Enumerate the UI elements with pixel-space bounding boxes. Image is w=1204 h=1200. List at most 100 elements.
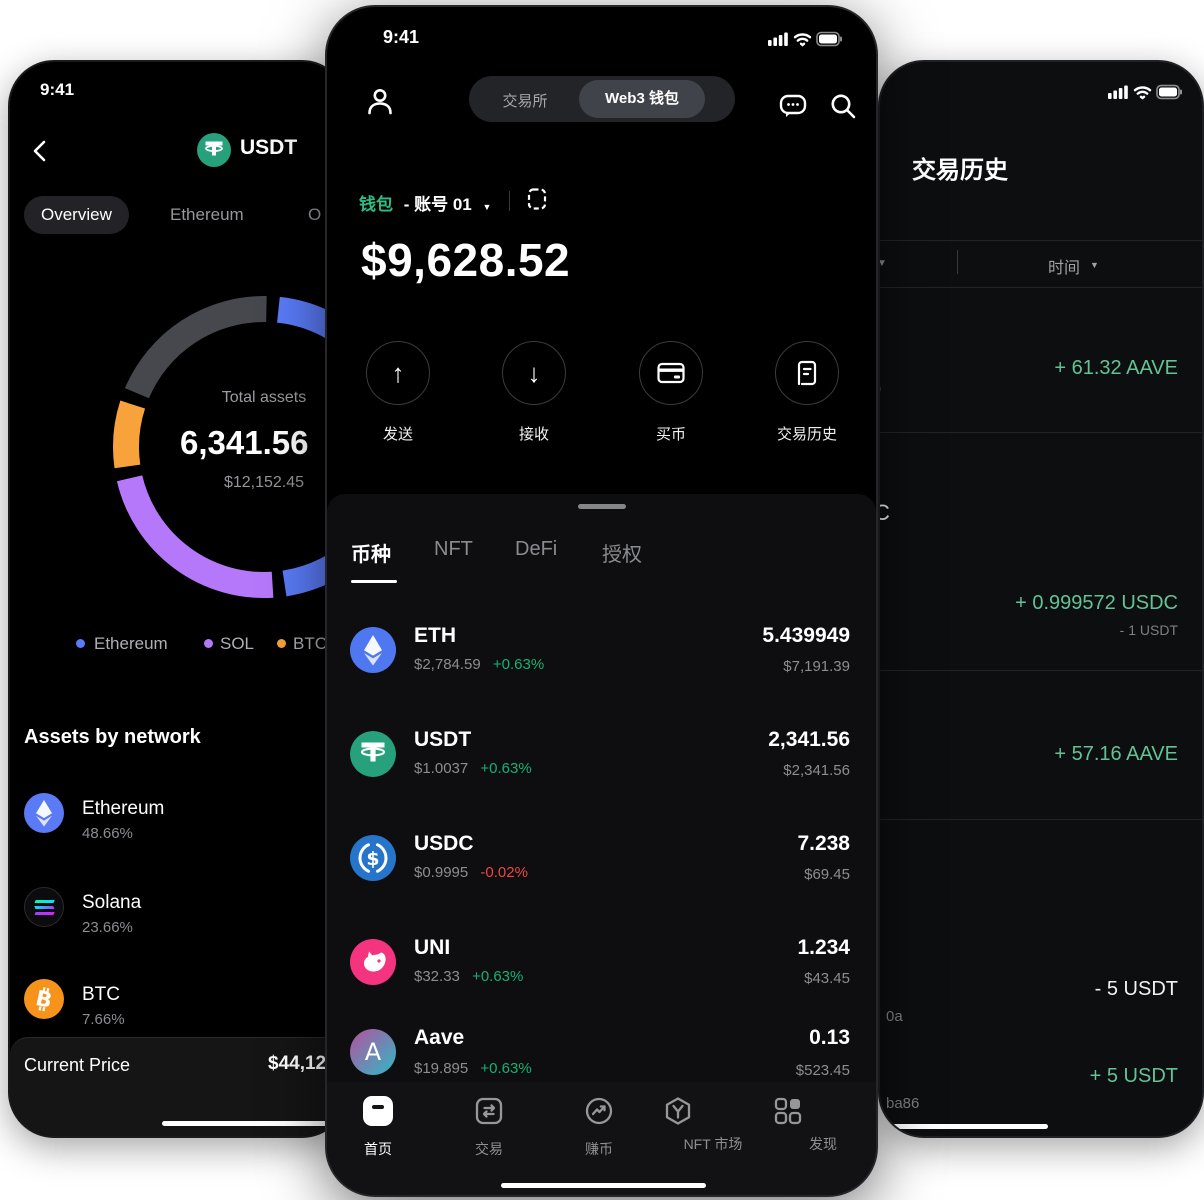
transaction-amount[interactable]: + 5 USDT (1089, 1065, 1178, 1087)
token-value: $69.45 (804, 866, 850, 883)
left-phone-usdt-detail: 9:41 USDT Overview Ethereum O Total asse… (8, 60, 348, 1138)
aave-token-icon: A (350, 1029, 396, 1075)
divider (509, 191, 510, 211)
donut-segment-ethereum (113, 296, 346, 598)
scan-icon (525, 187, 549, 211)
arrow-up-icon: ↑ (391, 357, 405, 388)
nav-discover[interactable]: 发现 (773, 1096, 873, 1154)
tab-defi[interactable]: DeFi (515, 538, 558, 560)
network-row-name[interactable]: Solana (82, 892, 142, 913)
tab-overview[interactable]: Overview (24, 196, 129, 234)
battery-icon (816, 31, 842, 47)
filter-time-dropdown[interactable]: 时间 (1048, 260, 1081, 277)
buy-crypto-label: 买币 (655, 426, 686, 443)
transaction-amount[interactable]: + 61.32 AAVE (1054, 357, 1178, 379)
legend-label-sol: SOL (220, 634, 255, 653)
assets-donut-chart (104, 287, 346, 607)
status-bar-icons (768, 31, 842, 47)
status-bar-icons (1108, 84, 1182, 100)
nav-trade[interactable]: 交易 (439, 1096, 539, 1159)
status-time: 9:41 (383, 27, 420, 47)
chevron-down-icon: ▼ (1090, 260, 1099, 270)
home-icon (363, 1096, 393, 1126)
btc-network-icon: B (24, 979, 64, 1019)
legend-dot-sol (204, 639, 213, 648)
profile-button[interactable] (361, 83, 399, 121)
send-button[interactable]: ↑ (366, 341, 430, 405)
token-symbol[interactable]: USDT (414, 728, 472, 751)
wallet-account-selector[interactable]: 钱包 - 账号 01 ▼ (359, 190, 491, 215)
drag-handle[interactable] (578, 504, 626, 509)
transaction-amount[interactable]: - 5 USDT (1094, 978, 1178, 1000)
token-symbol[interactable]: UNI (414, 936, 451, 959)
token-price-change: $1.0037 +0.63% (414, 760, 532, 777)
trade-icon (474, 1097, 504, 1130)
right-phone-transaction-history: 交易历史 ▼ 时间 ▼ + 61.32 AAVE ) C + 0.999572 … (878, 60, 1204, 1138)
history-button[interactable] (775, 341, 839, 405)
tab-nft[interactable]: NFT (434, 538, 473, 560)
tab-ethereum[interactable]: Ethereum (170, 205, 244, 224)
filter-divider (957, 250, 958, 274)
search-button[interactable] (828, 91, 858, 121)
home-indicator[interactable] (501, 1183, 706, 1188)
token-price-change: $19.895 +0.63% (414, 1060, 532, 1077)
receive-button[interactable]: ↓ (502, 341, 566, 405)
token-price-change: $32.33 +0.63% (414, 968, 523, 985)
nav-nft-market[interactable]: NFT 市场 (663, 1096, 763, 1154)
network-row-percent: 48.66% (82, 825, 133, 842)
home-indicator[interactable] (880, 1124, 1048, 1129)
divider (880, 670, 1202, 671)
receive-label: 接收 (518, 426, 549, 443)
donut-total-assets-value: 6,341.56 (180, 424, 309, 461)
segment-exchange[interactable]: 交易所 (502, 93, 548, 110)
nav-earn[interactable]: 赚币 (549, 1096, 649, 1159)
nft-hexagon-icon (663, 1096, 763, 1126)
bottom-navigation: 首页 交易 (327, 1082, 876, 1195)
network-row-name[interactable]: BTC (82, 984, 120, 1005)
segment-web3-wallet-selected[interactable]: Web3 钱包 (579, 80, 705, 118)
history-label: 交易历史 (776, 426, 837, 443)
eth-token-icon (350, 627, 396, 673)
usdc-token-icon: $ (350, 835, 396, 881)
filter-left-caret-fragment[interactable]: ▼ (880, 258, 887, 269)
wallet-label: 钱包 (359, 195, 393, 214)
transaction-amount[interactable]: + 0.999572 USDC (1015, 592, 1178, 614)
chevron-down-icon: ▼ (482, 202, 492, 212)
token-symbol[interactable]: Aave (414, 1026, 465, 1049)
transaction-address-fragment: ba86 (886, 1095, 920, 1112)
svg-text:A: A (365, 1038, 382, 1066)
arrow-down-icon: ↓ (527, 357, 541, 388)
nav-home[interactable]: 首页 (328, 1096, 428, 1159)
home-indicator[interactable] (162, 1121, 346, 1126)
token-change: +0.63% (480, 760, 532, 777)
scan-qr-button[interactable] (525, 187, 549, 211)
token-symbol[interactable]: ETH (414, 624, 456, 647)
legend-label-btc: BTC (293, 634, 327, 653)
tab-truncated[interactable]: O (308, 205, 322, 224)
legend-dot-btc (277, 639, 286, 648)
back-button[interactable] (28, 138, 54, 164)
network-row-name[interactable]: Ethereum (82, 798, 165, 819)
tab-coins[interactable]: 币种 (351, 544, 391, 566)
usdt-token-icon (197, 133, 231, 167)
svg-text:B: B (34, 986, 55, 1013)
page-title: 交易历史 (912, 157, 1008, 184)
chat-button[interactable] (778, 91, 808, 121)
network-row-percent: 23.66% (82, 919, 133, 936)
clipped-text-fragment: C (880, 500, 890, 526)
transaction-amount[interactable]: + 57.16 AAVE (1054, 743, 1178, 765)
token-price-change: $0.9995 -0.02% (414, 864, 528, 881)
assets-sheet: 币种 NFT DeFi 授权 ETH $2,784.59 +0.63% 5.43… (327, 494, 876, 1195)
token-change: +0.63% (492, 656, 545, 673)
token-symbol[interactable]: USDC (414, 832, 474, 855)
card-icon (656, 358, 686, 388)
back-chevron-icon (28, 138, 54, 164)
send-label: 发送 (382, 426, 413, 443)
tab-approvals[interactable]: 授权 (602, 544, 642, 566)
donut-segment-other (113, 296, 346, 598)
battery-icon (1156, 84, 1182, 100)
page-title-token: USDT (240, 136, 298, 159)
token-value: $7,191.39 (783, 658, 850, 675)
buy-crypto-button[interactable] (639, 341, 703, 405)
